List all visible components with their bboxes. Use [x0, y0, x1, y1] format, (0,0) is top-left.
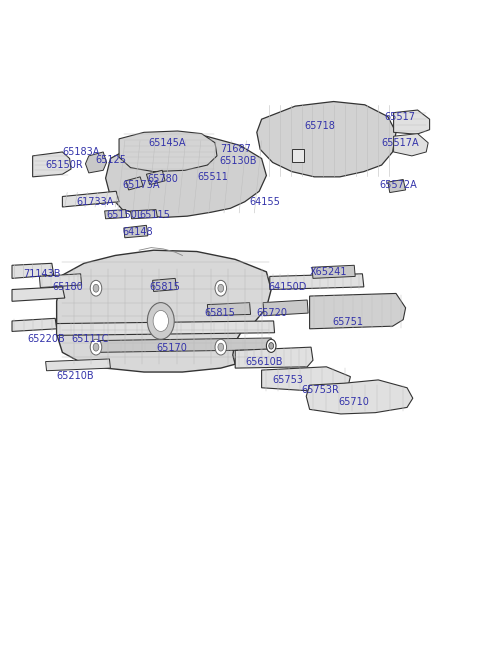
Polygon shape — [257, 102, 396, 177]
Text: 71143B: 71143B — [23, 269, 60, 279]
Text: 65753R: 65753R — [301, 385, 339, 396]
Text: 65815: 65815 — [204, 308, 235, 318]
Text: 65150R: 65150R — [46, 160, 84, 170]
Text: 65780: 65780 — [148, 174, 179, 185]
Polygon shape — [262, 367, 350, 392]
Polygon shape — [310, 293, 406, 329]
Text: 65170: 65170 — [156, 343, 187, 354]
Text: 65511: 65511 — [198, 172, 228, 182]
Text: 65220B: 65220B — [28, 334, 66, 345]
Text: 64148: 64148 — [122, 227, 153, 237]
Circle shape — [90, 339, 102, 355]
Text: 65751: 65751 — [332, 317, 363, 328]
Text: 61733A: 61733A — [77, 196, 114, 207]
Polygon shape — [57, 250, 271, 372]
Polygon shape — [388, 179, 406, 193]
Polygon shape — [46, 359, 110, 371]
Text: 65180: 65180 — [53, 282, 84, 292]
Polygon shape — [85, 152, 107, 173]
Polygon shape — [270, 274, 364, 290]
Polygon shape — [119, 131, 217, 172]
Polygon shape — [306, 380, 413, 414]
Circle shape — [93, 284, 99, 292]
Text: 64150D: 64150D — [269, 282, 307, 292]
Polygon shape — [105, 210, 127, 219]
Text: 65517: 65517 — [384, 111, 415, 122]
Text: 65125: 65125 — [95, 155, 126, 165]
Polygon shape — [39, 274, 82, 288]
Circle shape — [218, 284, 224, 292]
Polygon shape — [207, 303, 251, 316]
Text: 65517A: 65517A — [382, 138, 419, 148]
Polygon shape — [146, 170, 165, 185]
Text: 71687: 71687 — [220, 144, 251, 155]
Text: 65710: 65710 — [338, 397, 369, 407]
Circle shape — [215, 339, 227, 355]
Text: 65210B: 65210B — [57, 371, 94, 381]
Circle shape — [153, 310, 168, 331]
Polygon shape — [33, 152, 71, 177]
Polygon shape — [394, 134, 428, 156]
Polygon shape — [62, 191, 119, 207]
Polygon shape — [394, 110, 430, 134]
Text: 65572A: 65572A — [379, 179, 417, 190]
Circle shape — [147, 303, 174, 339]
Text: 64155: 64155 — [250, 196, 280, 207]
Circle shape — [90, 280, 102, 296]
Polygon shape — [12, 318, 57, 331]
Polygon shape — [153, 278, 177, 291]
Polygon shape — [126, 177, 143, 190]
Polygon shape — [12, 287, 65, 301]
Text: X65241: X65241 — [310, 267, 347, 277]
Bar — [292, 149, 304, 162]
Polygon shape — [12, 263, 54, 278]
Polygon shape — [235, 347, 313, 368]
Text: 65173A: 65173A — [122, 179, 160, 190]
Text: 65145A: 65145A — [149, 138, 186, 148]
Polygon shape — [263, 300, 308, 316]
Text: 65130B: 65130B — [220, 156, 257, 166]
Polygon shape — [124, 225, 148, 238]
Text: 65720: 65720 — [257, 308, 288, 318]
Polygon shape — [94, 338, 272, 352]
Circle shape — [215, 280, 227, 296]
Text: 65183A: 65183A — [62, 147, 100, 157]
Circle shape — [269, 343, 274, 349]
Text: 65815: 65815 — [150, 282, 180, 292]
Text: 65150L: 65150L — [107, 210, 143, 220]
Polygon shape — [57, 321, 275, 335]
Text: 65610B: 65610B — [246, 356, 283, 367]
Circle shape — [266, 339, 276, 352]
Text: 65115: 65115 — [139, 210, 170, 220]
Text: 65718: 65718 — [305, 121, 336, 131]
Polygon shape — [312, 265, 355, 278]
Text: 65111C: 65111C — [71, 334, 108, 345]
Circle shape — [93, 343, 99, 351]
Circle shape — [218, 343, 224, 351]
Text: 65753: 65753 — [273, 375, 304, 385]
Polygon shape — [131, 210, 157, 219]
Polygon shape — [106, 136, 266, 217]
